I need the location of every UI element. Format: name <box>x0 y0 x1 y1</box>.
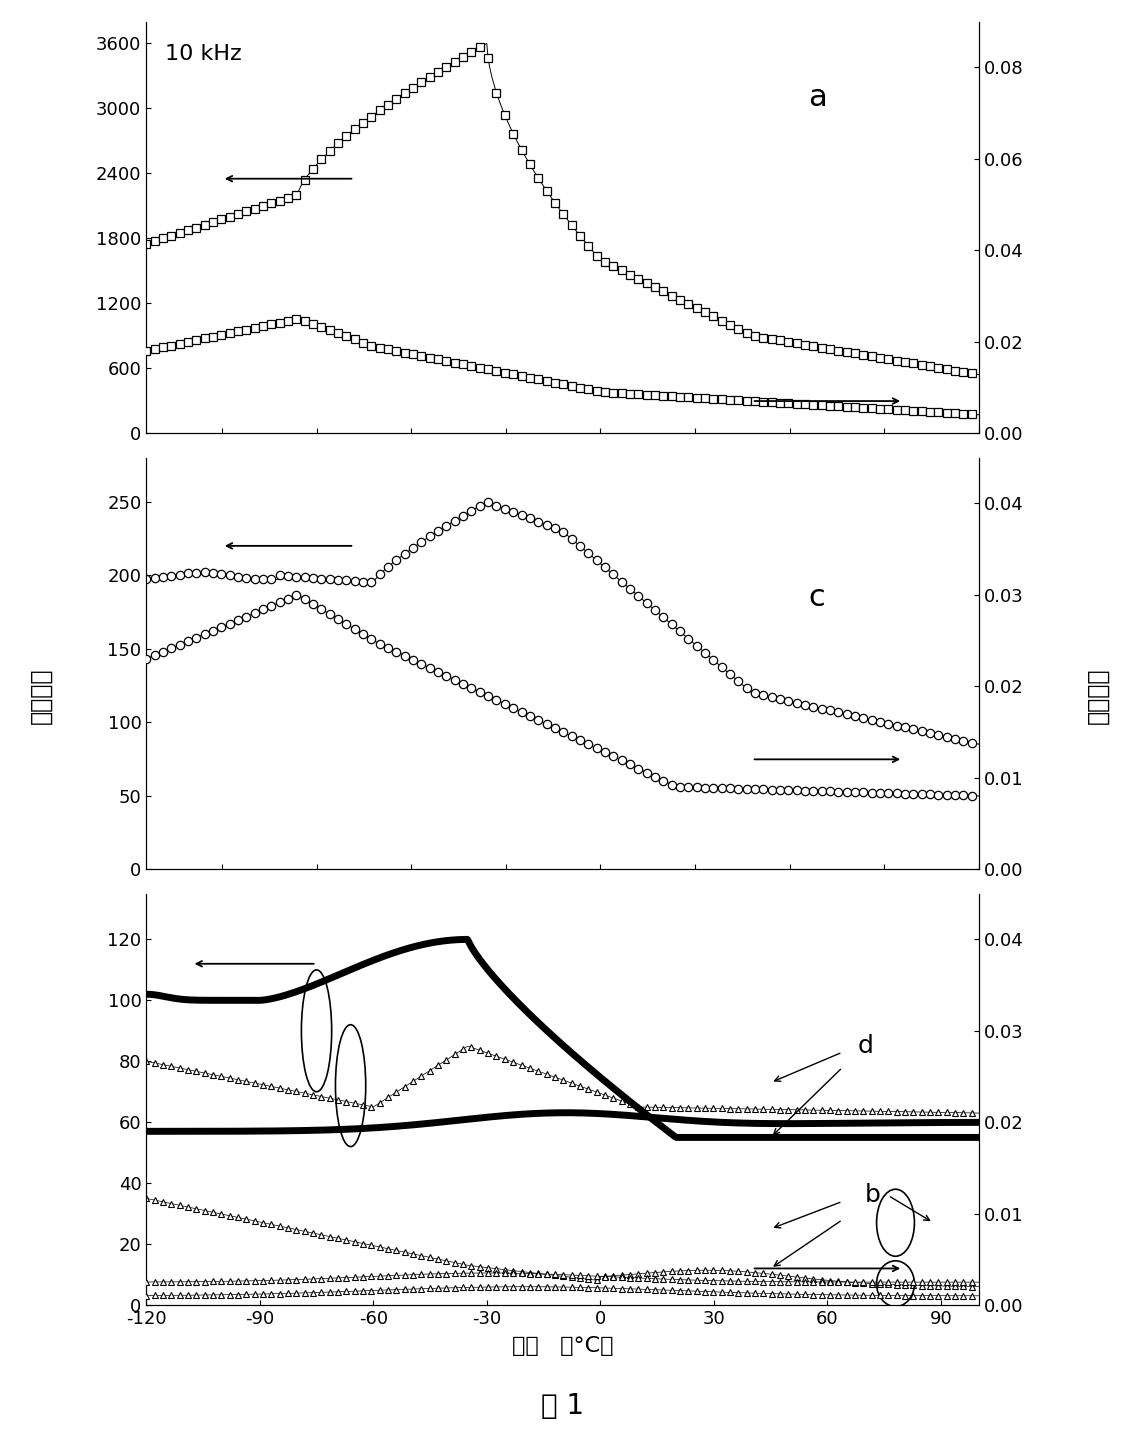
Text: 介电损耗: 介电损耗 <box>1086 668 1109 724</box>
Text: a: a <box>809 83 827 112</box>
Text: 介电常数: 介电常数 <box>28 668 52 724</box>
Text: 图 1: 图 1 <box>541 1392 584 1420</box>
Text: c: c <box>809 583 826 612</box>
Text: d: d <box>857 1034 873 1058</box>
Text: b: b <box>865 1183 881 1208</box>
X-axis label: 温度   （°C）: 温度 （°C） <box>512 1337 613 1356</box>
Text: 10 kHz: 10 kHz <box>165 44 242 64</box>
